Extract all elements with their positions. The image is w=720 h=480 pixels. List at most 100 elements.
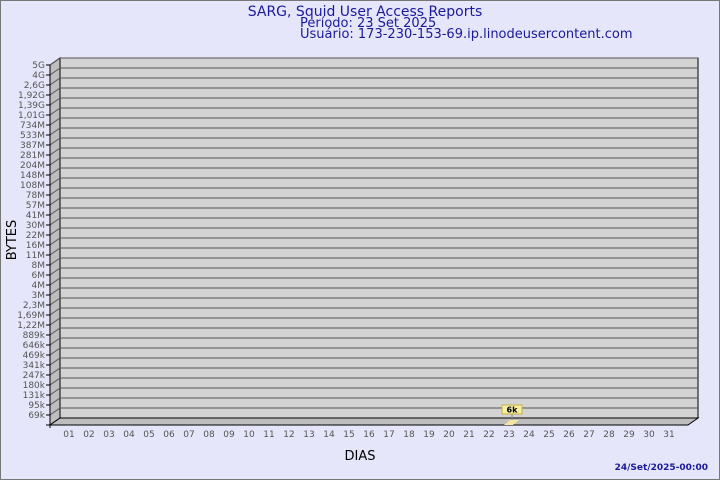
y-tick-label: 1,01G (18, 111, 45, 121)
y-tick-label: 22M (26, 231, 45, 241)
y-tick-label: 11M (26, 251, 45, 261)
x-tick-label: 12 (283, 430, 294, 440)
gridline-side (49, 67, 61, 76)
x-tick-label: 23 (503, 430, 514, 440)
x-tick-label: 14 (323, 430, 335, 440)
x-tick-label: 06 (163, 430, 175, 440)
y-tick-label: 247k (23, 371, 46, 381)
x-tick-label: 04 (123, 430, 135, 440)
gridline-side (49, 77, 61, 86)
x-tick-label: 25 (543, 430, 554, 440)
x-tick-label: 31 (663, 430, 674, 440)
gridline-side (49, 187, 61, 196)
y-tick-label: 734M (20, 121, 45, 131)
gridline-side (49, 407, 61, 416)
gridline-side (49, 227, 61, 236)
gridline-side (49, 117, 61, 126)
y-tick-label: 180k (23, 381, 46, 391)
y-tick-label: 2,6G (24, 81, 45, 91)
gridline-side (49, 127, 61, 136)
y-tick-label: 41M (26, 211, 45, 221)
bar-data-label: 6k (507, 406, 519, 415)
x-tick-label: 18 (403, 430, 415, 440)
footer-timestamp: 24/Set/2025-00:00 (615, 463, 708, 473)
y-tick-label: 108M (20, 181, 45, 191)
x-tick-label: 24 (523, 430, 535, 440)
gridline-side (49, 57, 61, 66)
gridline-side (49, 97, 61, 106)
y-tick-label: 533M (20, 131, 45, 141)
y-tick-label: 387M (20, 141, 45, 151)
x-tick-label: 21 (463, 430, 474, 440)
gridline-side (49, 87, 61, 96)
x-tick-label: 16 (363, 430, 375, 440)
y-tick-label: 1,39G (18, 101, 45, 111)
y-tick-label: 6M (32, 271, 46, 281)
gridline-side (49, 277, 61, 286)
y-tick-label: 469k (23, 351, 46, 361)
x-tick-label: 13 (303, 430, 314, 440)
y-tick-label: 148M (20, 171, 45, 181)
y-tick-label: 78M (26, 191, 45, 201)
y-tick-label: 5G (32, 61, 45, 71)
x-tick-label: 27 (583, 430, 594, 440)
gridline-side (49, 237, 61, 246)
x-tick-label: 09 (223, 430, 235, 440)
y-tick-label: 2,3M (23, 301, 45, 311)
x-tick-label: 02 (83, 430, 94, 440)
gridline-side (49, 327, 61, 336)
gridline-side (49, 287, 61, 296)
x-tick-label: 20 (443, 430, 455, 440)
x-tick-label: 08 (203, 430, 215, 440)
gridline-side (49, 197, 61, 206)
y-tick-label: 204M (20, 161, 45, 171)
x-axis-label: DIAS (345, 449, 376, 464)
y-tick-label: 95k (28, 401, 45, 411)
x-tick-label: 26 (563, 430, 575, 440)
bar-day-23 (504, 420, 519, 425)
y-tick-label: 889k (23, 331, 46, 341)
y-tick-label: 341k (23, 361, 46, 371)
y-tick-label: 646k (23, 341, 46, 351)
gridline-side (49, 167, 61, 176)
x-tick-label: 28 (603, 430, 615, 440)
gridline-side (49, 147, 61, 156)
x-tick-label: 03 (103, 430, 114, 440)
y-tick-label: 4G (32, 71, 45, 81)
x-tick-label: 17 (383, 430, 394, 440)
gridline-side (49, 307, 61, 316)
x-tick-label: 19 (423, 430, 435, 440)
x-tick-label: 22 (483, 430, 494, 440)
x-tick-label: 11 (263, 430, 274, 440)
gridline-side (49, 137, 61, 146)
y-tick-label: 8M (32, 261, 46, 271)
x-tick-label: 10 (243, 430, 255, 440)
y-tick-label: 4M (32, 281, 46, 291)
gridline-side (49, 357, 61, 366)
y-axis-label: BYTES (5, 220, 20, 261)
x-tick-label: 29 (623, 430, 635, 440)
y-tick-label: 1,22M (17, 321, 45, 331)
x-tick-label: 07 (183, 430, 194, 440)
y-tick-label: 30M (26, 221, 45, 231)
gridline-side (49, 207, 61, 216)
chart-title: SARG, Squid User Access Reports (248, 4, 483, 20)
gridline-side (49, 347, 61, 356)
gridline-side (49, 267, 61, 276)
gridline-side (49, 257, 61, 266)
x-tick-label: 30 (643, 430, 655, 440)
y-tick-label: 16M (26, 241, 45, 251)
gridline-side (49, 337, 61, 346)
y-tick-label: 281M (20, 151, 45, 161)
y-tick-label: 1,92G (18, 91, 45, 101)
gridline-side (49, 377, 61, 386)
gridline-side (49, 177, 61, 186)
y-tick-label: 1,69M (17, 311, 45, 321)
gridline-side (49, 107, 61, 116)
x-tick-label: 15 (343, 430, 354, 440)
floor (48, 417, 700, 426)
bar-label-box (501, 404, 523, 415)
gridline-side (49, 297, 61, 306)
chart-period: Período: 23 Set 2025 (300, 16, 436, 31)
